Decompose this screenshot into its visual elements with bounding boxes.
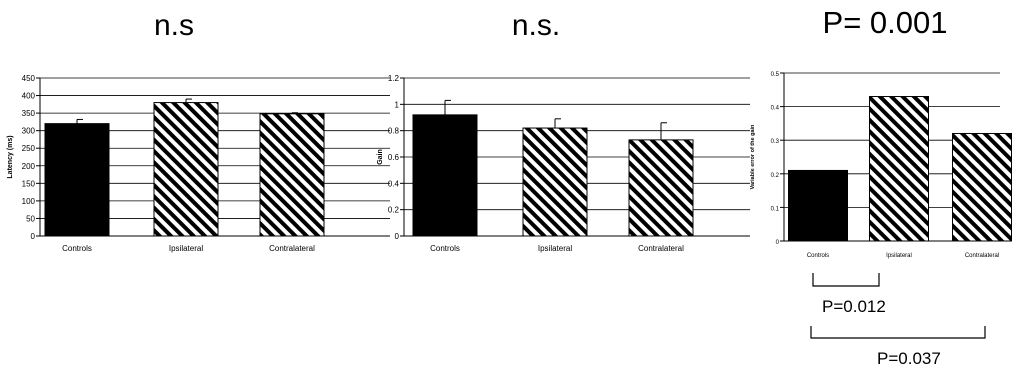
chart-1-bar-contralateral — [259, 113, 325, 237]
chart-2-bar-contralateral — [628, 139, 694, 237]
chart-1-ytick-label: 350 — [22, 109, 36, 118]
chart-2-ytick-label: 0.8 — [388, 127, 400, 136]
chart-2-ytick-label: 1 — [395, 100, 400, 109]
chart-2-category-label: Controls — [430, 244, 460, 253]
chart-2-bar-ipsilateral — [522, 127, 588, 237]
chart-2-title: n.s. — [511, 9, 561, 42]
chart-3-bar-controls — [788, 169, 848, 242]
chart-2-ytick-label: 1.2 — [388, 74, 400, 83]
chart-2-ytick-label: 0.6 — [388, 153, 400, 162]
comparison-1-bracket — [812, 273, 880, 287]
comparison-2-label: P=0.037 — [877, 349, 941, 368]
chart-3-category-label: Controls — [807, 253, 829, 259]
chart-1-ytick-label: 50 — [26, 214, 35, 223]
chart-3-ytick-label: 0.3 — [771, 139, 780, 145]
chart-1-title: n.s — [153, 9, 195, 42]
chart-3-ytick-label: 0.1 — [771, 206, 780, 212]
chart-3-bar-contralateral — [952, 132, 1012, 242]
chart-1-category-label: Ipsilateral — [169, 244, 203, 253]
chart-3-category-label: Contralateral — [965, 253, 999, 259]
chart-1-ytick-label: 400 — [22, 92, 36, 101]
chart-2-ylabel: Gain — [377, 149, 384, 165]
chart-2-category-label: Ipsilateral — [538, 244, 572, 253]
chart-3-ytick-label: 0.2 — [771, 173, 780, 179]
chart-2-ytick-label: 0 — [395, 232, 400, 241]
chart-2-ytick-label: 0.2 — [388, 206, 400, 215]
chart-1-category-label: Controls — [62, 244, 92, 253]
chart-1-bar-controls — [44, 123, 110, 237]
chart-1-ytick-label: 200 — [22, 162, 36, 171]
chart-3-title: P= 0.001 — [822, 5, 948, 40]
comparison-2-bracket — [810, 326, 986, 339]
chart-3-ytick-label: 0.5 — [771, 72, 780, 78]
chart-1-ylabel: Latency (ms) — [7, 135, 14, 178]
chart-2-ytick-label: 0.4 — [388, 179, 400, 188]
chart-2-bar-controls — [412, 114, 478, 237]
chart-1-ytick-label: 450 — [22, 74, 36, 83]
chart-1-ytick-label: 250 — [22, 144, 36, 153]
chart-1-category-label: Contralateral — [269, 244, 315, 253]
chart-2-category-label: Contralateral — [638, 244, 684, 253]
chart-3-ylabel: Variable error of the gain — [750, 124, 756, 189]
chart-1-bar-ipsilateral — [153, 102, 219, 237]
chart-1-ytick-label: 300 — [22, 127, 36, 136]
chart-3-bar-ipsilateral — [869, 96, 929, 242]
chart-3-ytick-label: 0.4 — [771, 106, 780, 112]
chart-1-ytick-label: 100 — [22, 197, 36, 206]
chart-1-ytick-label: 150 — [22, 179, 36, 188]
chart-3-ytick-label: 0 — [776, 240, 780, 246]
comparison-1-label: P=0.012 — [822, 297, 886, 316]
chart-1-ytick-label: 0 — [31, 232, 36, 241]
chart-3-category-label: Ipsilateral — [886, 253, 912, 259]
